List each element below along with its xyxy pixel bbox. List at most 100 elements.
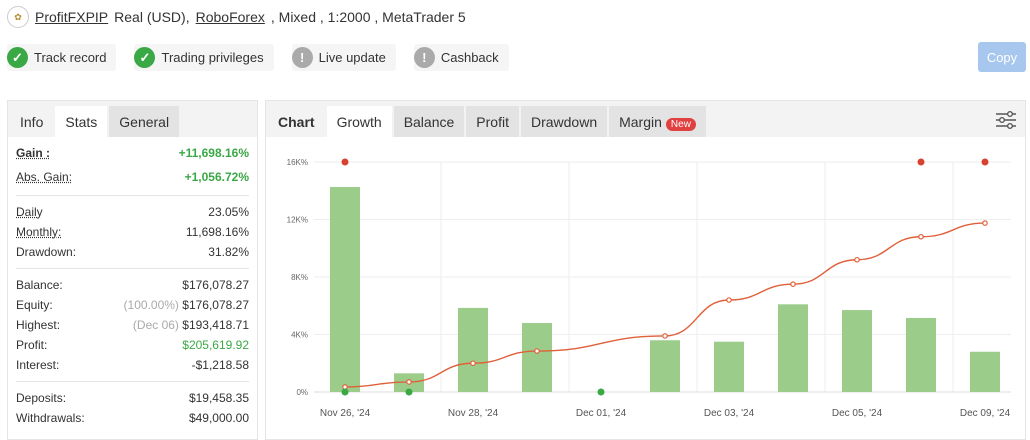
stat-interest: Interest: -$1,218.58 <box>16 355 249 375</box>
account-link[interactable]: ProfitFXPIP <box>35 9 109 25</box>
stat-drawdown: Drawdown: 31.82% <box>16 242 249 262</box>
check-circle-icon: ✓ <box>134 47 156 68</box>
stat-label[interactable]: Abs. Gain: <box>16 170 73 184</box>
stat-value: 31.82% <box>208 245 249 259</box>
badge-label: Track record <box>34 50 107 65</box>
line-point <box>854 256 860 263</box>
y-tick-label: 12K% <box>287 216 308 225</box>
check-circle-icon: ✓ <box>7 47 28 68</box>
tab-drawdown[interactable]: Drawdown <box>520 106 608 137</box>
tab-info[interactable]: Info <box>20 114 44 130</box>
y-tick-label: 16K% <box>287 158 308 167</box>
stat-label: Deposits: <box>16 391 67 405</box>
line-point <box>662 333 668 339</box>
stat-value: +1,056.72% <box>184 170 249 184</box>
stat-value: $49,000.00 <box>188 411 249 425</box>
line-point <box>470 360 476 367</box>
copy-button[interactable]: Copy <box>978 42 1026 72</box>
divider <box>16 381 249 382</box>
y-tick-label: 8K% <box>291 273 308 282</box>
stat-value: 11,698.16% <box>185 225 249 239</box>
stat-label[interactable]: Gain : <box>16 146 51 160</box>
stat-profit: Profit: $205,619.92 <box>16 335 249 355</box>
stat-label: Drawdown: <box>16 245 77 259</box>
stat-highest: Highest: (Dec 06) $193,418.71 <box>16 315 249 335</box>
tab-chart[interactable]: Chart <box>278 114 315 130</box>
badge-label: Live update <box>318 50 386 65</box>
badge-cashback[interactable]: ! Cashback <box>413 44 509 71</box>
stat-label: Balance: <box>16 278 63 292</box>
stat-value: $176,078.27 <box>182 278 249 292</box>
stat-note: (100.00%) <box>123 298 179 312</box>
badges: ✓ Track record ✓ Trading privileges! Live up… <box>7 44 509 71</box>
stat-value: $19,458.35 <box>188 391 249 405</box>
green-marker <box>405 388 413 396</box>
tab-margin-label: Margin <box>619 114 662 130</box>
y-tick-label: 0% <box>296 388 308 397</box>
stat-value: 23.05% <box>208 205 249 219</box>
tab-general[interactable]: General <box>109 106 180 137</box>
stat-balance: Balance: $176,078.27 <box>16 275 249 295</box>
green-marker <box>597 388 605 396</box>
stat-label[interactable]: Monthly: <box>16 225 62 239</box>
stats-panel: Info Stats General Gain : +11,698.16% Abs.… <box>7 100 258 440</box>
stat-daily: Daily 23.05% <box>16 202 249 222</box>
bar <box>714 341 744 392</box>
account-header: ✿ ProfitFXPIP Real (USD), RoboForex , Mi… <box>7 6 466 28</box>
x-tick-label: Dec 09, '24 <box>960 408 1011 419</box>
stat-equity: Equity: (100.00%) $176,078.27 <box>16 295 249 315</box>
bar <box>458 307 488 392</box>
green-marker <box>341 388 349 396</box>
bar <box>842 310 872 392</box>
stat-value: $193,418.71 <box>182 318 249 332</box>
y-tick-label: 4K% <box>291 331 308 340</box>
badge-trading-privileges[interactable]: ✓ Trading privileges <box>134 44 274 71</box>
tab-stats[interactable]: Stats <box>55 106 108 137</box>
bar <box>778 304 808 392</box>
tab-balance[interactable]: Balance <box>393 106 465 137</box>
badge-label: Trading privileges <box>161 50 264 65</box>
stat-value: -$1,218.58 <box>191 358 249 372</box>
exclamation-circle-icon: ! <box>413 47 435 68</box>
stat-value: $205,619.92 <box>182 338 249 352</box>
growth-chart: 0% 4K% 8K% 12K% 16K% Nov 26, '24 Nov 28, '24 De… <box>287 158 1011 419</box>
tab-margin[interactable]: Margin New <box>609 106 706 137</box>
stat-label: Equity: <box>16 298 53 312</box>
exclamation-circle-icon: ! <box>291 47 313 68</box>
stat-withdrawals: Withdrawals: $49,000.00 <box>16 408 249 428</box>
line-point <box>918 233 924 240</box>
bar <box>522 323 552 392</box>
stat-label: Withdrawals: <box>16 411 85 425</box>
tab-growth[interactable]: Growth <box>326 106 392 137</box>
x-tick-label: Nov 28, '24 <box>448 408 499 419</box>
chart-panel: Chart Growth Balance Profit Drawdown Mar… <box>265 100 1026 440</box>
line-point <box>726 297 732 303</box>
tab-profit[interactable]: Profit <box>466 106 519 137</box>
account-details: , Mixed , 1:2000 , MetaTrader 5 <box>270 9 466 25</box>
stat-note: (Dec 06) <box>132 318 179 332</box>
line-point <box>534 348 540 354</box>
divider <box>16 195 249 196</box>
red-marker <box>981 158 989 166</box>
new-badge: New <box>665 118 696 131</box>
divider <box>16 268 249 269</box>
stat-label: Interest: <box>16 358 60 372</box>
stat-abs_gain: Abs. Gain: +1,056.72% <box>16 165 249 189</box>
bar <box>330 187 360 392</box>
stat-label: Highest: <box>16 318 61 332</box>
x-tick-label: Dec 03, '24 <box>704 408 755 419</box>
badge-live-update[interactable]: ! Live update <box>291 44 396 71</box>
line-point <box>406 379 412 385</box>
growth-line <box>344 222 986 388</box>
red-marker <box>917 158 925 166</box>
red-marker <box>341 158 349 166</box>
badge-track-record[interactable]: ✓ Track record <box>7 44 117 71</box>
bar <box>970 351 1000 392</box>
bar <box>650 340 680 392</box>
broker-link[interactable]: RoboForex <box>195 9 265 25</box>
stat-label[interactable]: Daily <box>16 205 43 219</box>
account-logo-icon: ✿ <box>7 6 29 28</box>
chart-settings-icon[interactable] <box>995 110 1017 130</box>
badge-label: Cashback <box>440 50 499 65</box>
bar <box>906 317 936 392</box>
